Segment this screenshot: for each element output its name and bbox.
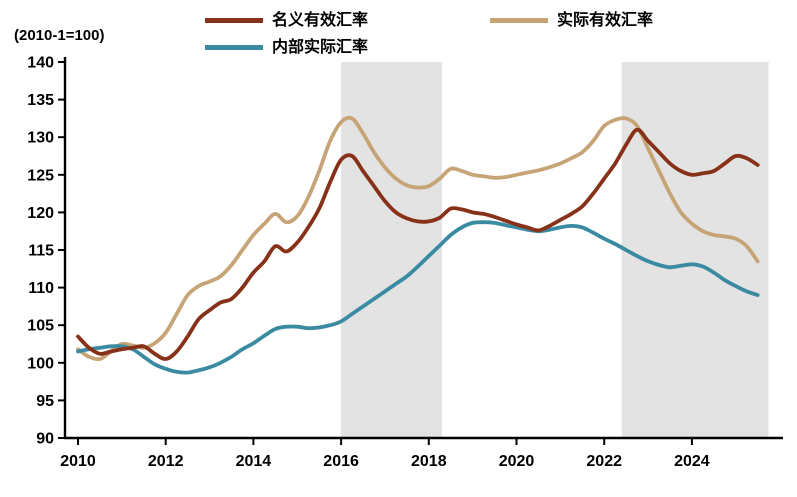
x-tick-label: 2020 <box>499 453 535 470</box>
y-tick-label: 95 <box>36 393 54 410</box>
x-tick-label: 2012 <box>148 453 184 470</box>
legend-label-nominal-eer: 名义有效汇率 <box>272 12 369 29</box>
y-tick-label: 120 <box>27 205 54 222</box>
legend-item-nominal-eer: 名义有效汇率 <box>205 12 368 30</box>
y-tick-label: 110 <box>28 280 54 297</box>
x-tick-label: 2014 <box>236 453 272 470</box>
x-tick-label: 2016 <box>323 453 359 470</box>
shaded-region <box>341 62 442 438</box>
y-tick-label: 125 <box>27 167 54 184</box>
y-tick-label: 90 <box>36 431 54 448</box>
y-tick-label: 135 <box>27 92 54 109</box>
line-series-1 <box>76 127 760 361</box>
legend-label-real-eer: 实际有效汇率 <box>557 12 654 29</box>
legend-label-internal-real-er: 内部实际汇率 <box>272 39 369 56</box>
legend-swatch-real-eer <box>490 18 548 24</box>
x-tick-label: 2018 <box>411 453 447 470</box>
legend-swatch-nominal-eer <box>205 18 263 24</box>
line-series-2 <box>76 115 760 362</box>
line-series-3 <box>76 220 760 375</box>
x-tick-label: 2022 <box>586 453 622 470</box>
shaded-region <box>621 62 769 438</box>
x-tick-label: 2010 <box>60 453 96 470</box>
axis-unit-label: (2010-1=100) <box>14 27 105 44</box>
x-tick-label: 2024 <box>674 453 710 470</box>
y-tick-label: 115 <box>28 243 54 260</box>
y-tick-label: 105 <box>27 318 54 335</box>
legend-swatch-internal-real-er <box>205 45 263 51</box>
y-tick-label: 140 <box>27 55 54 72</box>
legend-item-real-eer: 实际有效汇率 <box>490 12 653 30</box>
legend-item-internal-real-er: 内部实际汇率 <box>205 39 368 57</box>
y-tick-label: 100 <box>27 355 54 372</box>
y-tick-label: 130 <box>27 130 54 147</box>
